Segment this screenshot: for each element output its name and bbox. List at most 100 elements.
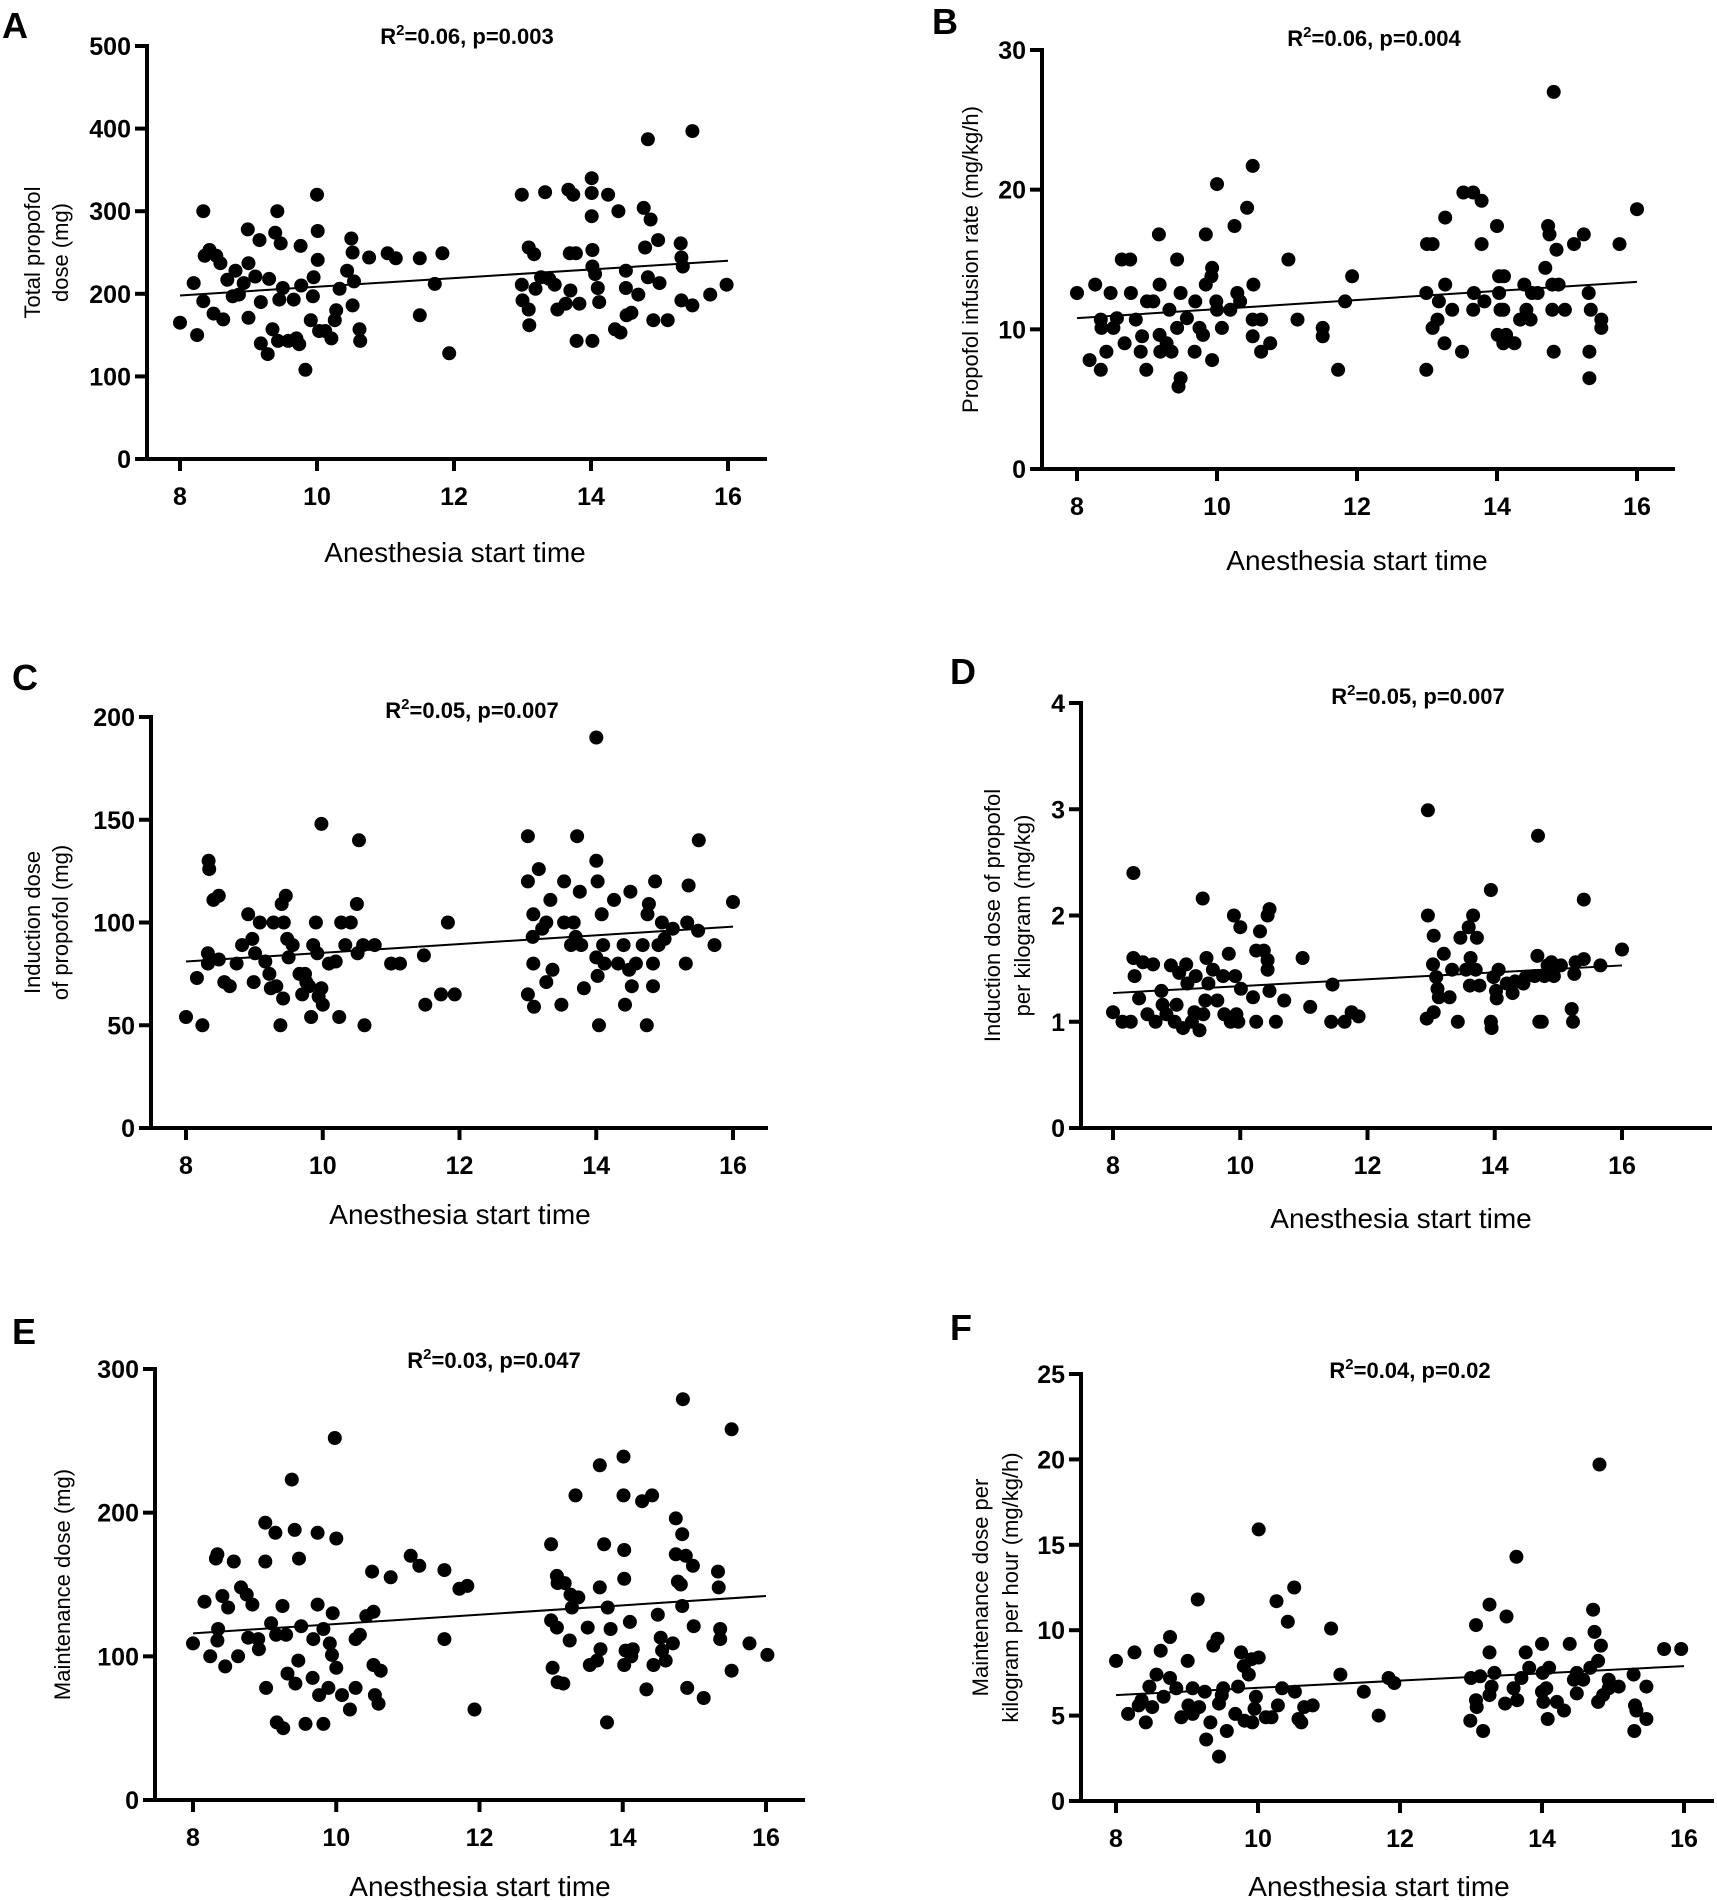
data-point [1487,1665,1502,1680]
y-tick-label: 100 [97,1643,139,1671]
data-point [1117,336,1132,351]
data-point [691,833,706,848]
data-point [1170,320,1185,335]
data-point [213,256,228,271]
data-point [1179,311,1194,326]
y-axis-label: Maintenance dose (mg) [50,1469,75,1700]
data-point [625,1642,640,1657]
data-point [1627,1724,1642,1738]
data-point [329,1660,344,1675]
data-point [691,923,706,938]
data-point [262,966,277,981]
data-point [1546,344,1561,359]
data-point [291,1653,306,1668]
data-point [589,730,604,745]
data-point [719,277,734,292]
y-tick-label: 0 [125,1787,139,1815]
data-point [371,1696,386,1711]
data-point [1275,1681,1290,1696]
data-point [1134,1693,1149,1708]
data-point [590,874,605,889]
data-point [1210,1631,1225,1646]
data-point [460,1578,475,1593]
data-point [286,292,301,307]
data-points [1070,84,1644,394]
panel-letter: F [950,1307,972,1348]
data-point [624,979,639,994]
data-point [1151,227,1166,242]
data-point [543,892,558,907]
data-point [352,1627,367,1642]
data-point [1173,371,1188,386]
data-point [1270,1698,1285,1713]
data-point [305,1670,320,1685]
data-point [329,303,344,318]
panel-b: B 0 10 20 30 8 10 12 14 16 R2=0.06, p=0.004 Anesthe… [932,1,1675,576]
data-point [383,1570,398,1585]
data-point [1148,1014,1163,1029]
data-point [1210,177,1224,192]
x-tick-label: 16 [719,1152,747,1180]
data-point [1294,1715,1309,1730]
data-point [1106,1005,1120,1020]
regression-line [179,259,729,297]
stats-title: R2=0.05, p=0.007 [385,696,558,723]
data-point [365,1564,380,1579]
data-point [660,313,675,328]
data-point [616,1488,631,1503]
data-point [526,956,541,971]
data-point [724,1422,739,1437]
data-point [292,337,307,352]
data-point [1216,1681,1231,1696]
data-point [203,1649,218,1664]
data-points [179,730,740,1033]
x-axis-label: Anesthesia start time [1226,545,1487,576]
data-point [590,1653,604,1668]
data-point [1233,294,1248,309]
data-point [269,979,284,994]
data-point [1540,1712,1555,1726]
data-point [1530,948,1545,963]
data-point [1127,969,1142,984]
data-point [1351,1009,1366,1024]
data-point [1498,1696,1513,1711]
x-tick-label: 14 [609,1824,637,1852]
data-point [1093,362,1108,377]
data-point [221,1600,236,1615]
data-point [624,305,639,320]
regression-line [1076,280,1638,320]
data-point [316,1716,331,1731]
data-point [1149,1667,1164,1682]
data-point [1611,1679,1626,1694]
data-point [252,915,267,930]
data-point [545,1660,560,1675]
data-point [1510,1693,1525,1708]
data-point [601,187,616,202]
data-point [305,289,320,304]
data-point [1246,277,1261,292]
data-point [635,938,650,953]
data-point [657,931,672,946]
data-point [665,1636,680,1651]
data-point [1567,966,1582,981]
data-point [616,938,631,953]
data-point [1253,924,1267,939]
data-point [259,1680,274,1695]
y-tick-label: 200 [93,704,135,732]
data-point [592,1580,607,1595]
data-point [1195,891,1210,906]
data-point [269,1627,284,1642]
data-point [593,1642,608,1657]
data-point [1506,1681,1521,1696]
y-tick-label: 30 [998,37,1026,65]
data-point [584,209,599,224]
data-point [437,1632,452,1647]
data-point [556,1676,571,1691]
x-tick-label: 10 [322,1824,350,1852]
data-point [220,272,235,287]
data-point [285,938,300,953]
data-point [1192,1023,1207,1038]
data-point [675,259,690,274]
data-point [412,308,427,323]
y-tick-label: 50 [107,1012,135,1040]
